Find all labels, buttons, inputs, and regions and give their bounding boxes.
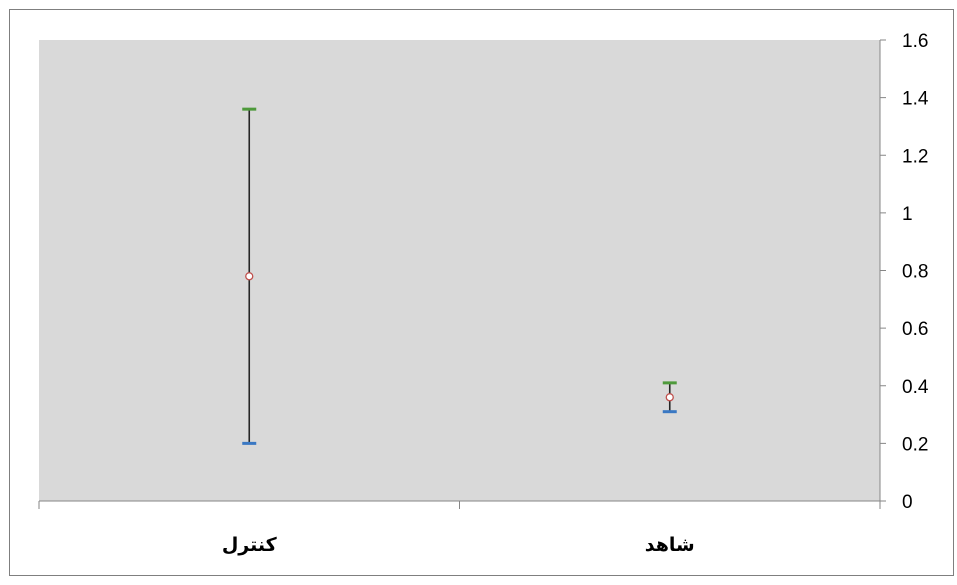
y-tick-label: 0.4 xyxy=(902,377,929,398)
marks-layer xyxy=(242,107,677,445)
y-tick-label: 0.8 xyxy=(902,262,928,283)
y-tick-label: 1.2 xyxy=(902,146,928,167)
plot-area xyxy=(39,40,880,501)
x-category-label: شاهد xyxy=(645,535,695,556)
axis-layer: 0 0.2 0.4 0.6 0.8 1 1.2 1.4 1.6 کنترل شاهد xyxy=(38,31,929,556)
x-category-label: کنترل xyxy=(222,535,278,556)
value-marker xyxy=(245,272,254,281)
error-bar-group xyxy=(662,381,677,414)
error-bar-group xyxy=(242,107,257,445)
y-tick-label: 1.4 xyxy=(902,89,929,110)
y-tick-label: 1.6 xyxy=(902,31,928,52)
y-tick-label: 0.6 xyxy=(902,319,928,340)
y-tick-label: 0 xyxy=(902,492,913,513)
value-marker xyxy=(665,393,674,402)
y-tick-label: 0.2 xyxy=(902,434,928,455)
y-tick-label: 1 xyxy=(902,204,913,225)
